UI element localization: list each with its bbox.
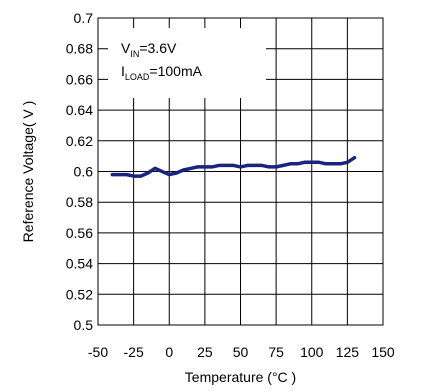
data-point [132,175,135,177]
plot-frame [97,17,384,326]
y-tick-label: 0.6 [74,164,94,180]
data-point [246,164,249,167]
data-point [139,175,142,177]
data-point [310,161,313,164]
data-point [147,172,149,174]
y-tick-label: 0.66 [66,71,93,87]
data-point [253,164,256,167]
data-point [296,163,299,165]
data-point [168,173,171,176]
y-tick-label: 0.56 [66,225,93,241]
x-tick-label: -25 [124,344,144,360]
data-point [318,161,320,164]
data-point [239,166,242,168]
y-tick-label: 0.68 [66,41,93,57]
data-point [303,161,306,164]
data-point [346,161,349,164]
data-point [211,166,213,168]
data-points [111,156,356,177]
y-tick-label: 0.64 [66,102,93,118]
data-point [182,169,185,171]
annotation-vin: VIN=3.6V [121,40,177,59]
data-point [225,164,228,167]
data-point [325,163,327,165]
y-tick-label: 0.5 [74,317,94,333]
x-tick-label: -50 [88,344,108,360]
data-point [261,164,263,167]
data-point [282,164,285,167]
data-point [161,170,163,173]
data-point [154,167,156,170]
data-point [232,164,235,167]
annotation-iload: ILOAD=100mA [121,63,203,82]
data-point [175,172,178,174]
series-line [110,155,357,178]
x-tick-label: 50 [233,344,249,360]
data-point [204,166,206,168]
y-tick-label: 0.62 [66,133,93,149]
data-point [189,167,192,170]
x-axis-title: Temperature (°C ) [185,369,296,385]
y-tick-label: 0.52 [66,286,93,302]
x-tick-label: 125 [336,344,360,360]
x-tick-label: 0 [165,344,173,360]
data-point [196,166,199,168]
data-point [275,166,277,168]
y-tick-label: 0.58 [66,194,93,210]
data-point [353,156,356,159]
condition-annotation: VIN=3.6V ILOAD=100mA [108,28,266,98]
data-point [289,163,292,165]
y-tick-label: 0.7 [74,10,94,26]
x-tick-label: 150 [371,344,395,360]
data-point [268,166,270,168]
data-point [332,163,334,165]
y-axis-title: Reference Voltage( V ) [20,101,36,243]
y-tick-label: 0.54 [66,256,93,272]
data-point [339,163,342,165]
annotation-background [108,28,266,98]
data-point [125,173,128,176]
x-tick-label: 100 [300,344,324,360]
data-point [218,164,220,167]
tick-labels: -50 -25 0 25 50 75 100 125 150 0.5 0.52 0.54 0.56 0.5… [66,10,395,360]
data-point [111,173,114,176]
x-tick-label: 25 [197,344,213,360]
x-tick-label: 75 [268,344,284,360]
